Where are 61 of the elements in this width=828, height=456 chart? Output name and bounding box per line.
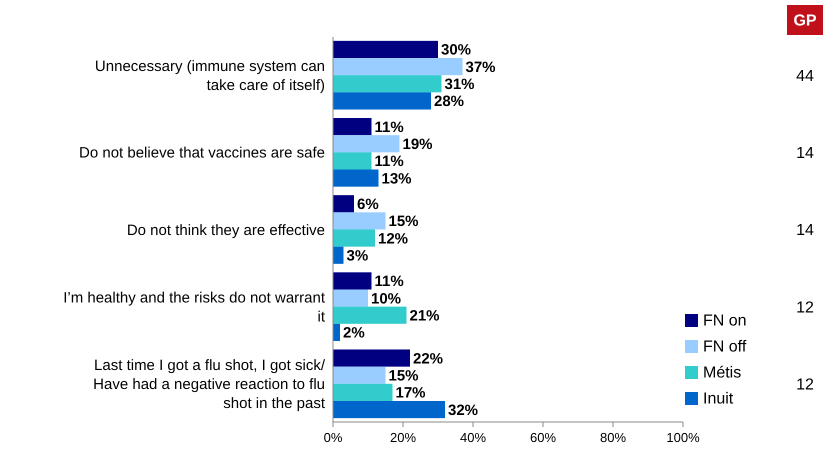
text: GP (793, 12, 817, 30)
data-label: 11% (374, 273, 404, 290)
bar (333, 92, 431, 110)
bar (333, 324, 340, 341)
data-label: 37% (466, 58, 496, 76)
x-tick-label: 20% (390, 430, 416, 445)
legend-label: Inuit (703, 390, 734, 408)
y-tick-label: Do not believe that vaccines are safe (79, 144, 325, 162)
y-tick-label: I’m healthy and the risks do not warrant it (63, 289, 326, 326)
data-label: 32% (448, 402, 478, 419)
data-label: 15% (388, 367, 419, 384)
bar (333, 195, 354, 212)
data-label: 11% (374, 153, 404, 170)
bar (333, 212, 386, 230)
data-label: 2% (343, 324, 365, 342)
bar (333, 400, 445, 418)
bar (333, 289, 368, 307)
bar (333, 40, 438, 58)
bar (333, 152, 372, 170)
data-label: 6% (357, 196, 379, 213)
text: 12 (796, 299, 814, 316)
bar (333, 58, 462, 76)
x-tick-label: 0% (324, 430, 343, 445)
data-label: 28% (434, 93, 464, 110)
legend-label: FN on (703, 312, 747, 330)
data-label: 30% (441, 42, 472, 59)
bar (333, 170, 378, 187)
text: 14 (796, 144, 814, 162)
bar (333, 118, 372, 136)
legend-label: Métis (703, 364, 742, 382)
text: 14 (796, 222, 814, 240)
data-label: 12% (378, 230, 408, 248)
y-tick-label: Last time I got a flu shot, I got sick/ Have had a negative reaction to flu shot in the past (93, 357, 326, 412)
data-label: 17% (396, 384, 426, 402)
legend-label: FN off (703, 338, 747, 356)
data-label: 3% (346, 248, 368, 264)
bar (333, 246, 344, 264)
bar (333, 349, 410, 367)
x-tick-label: 60% (530, 430, 556, 445)
data-label: 19% (402, 136, 433, 154)
text: 44 (796, 68, 814, 85)
data-label: 22% (413, 350, 444, 368)
y-tick-label: Do not think they are effective (126, 222, 325, 239)
bar (333, 135, 400, 152)
data-label: 13% (382, 170, 412, 188)
data-label: 10% (371, 290, 402, 308)
text: 12 (796, 376, 814, 394)
x-tick-label: 80% (600, 430, 626, 445)
bar (333, 306, 406, 324)
bar (333, 272, 372, 290)
bar (333, 384, 392, 401)
data-label: 31% (444, 76, 475, 94)
x-tick-label: 100% (666, 430, 700, 445)
data-label: 15% (388, 213, 419, 230)
x-tick-label: 40% (460, 430, 486, 445)
data-label: 11% (374, 118, 404, 136)
y-tick-label: Unnecessary (immune system can take care of itself) (94, 58, 325, 94)
data-label: 21% (410, 307, 440, 324)
bar (333, 75, 442, 92)
bar (333, 366, 386, 384)
bar (333, 230, 375, 247)
